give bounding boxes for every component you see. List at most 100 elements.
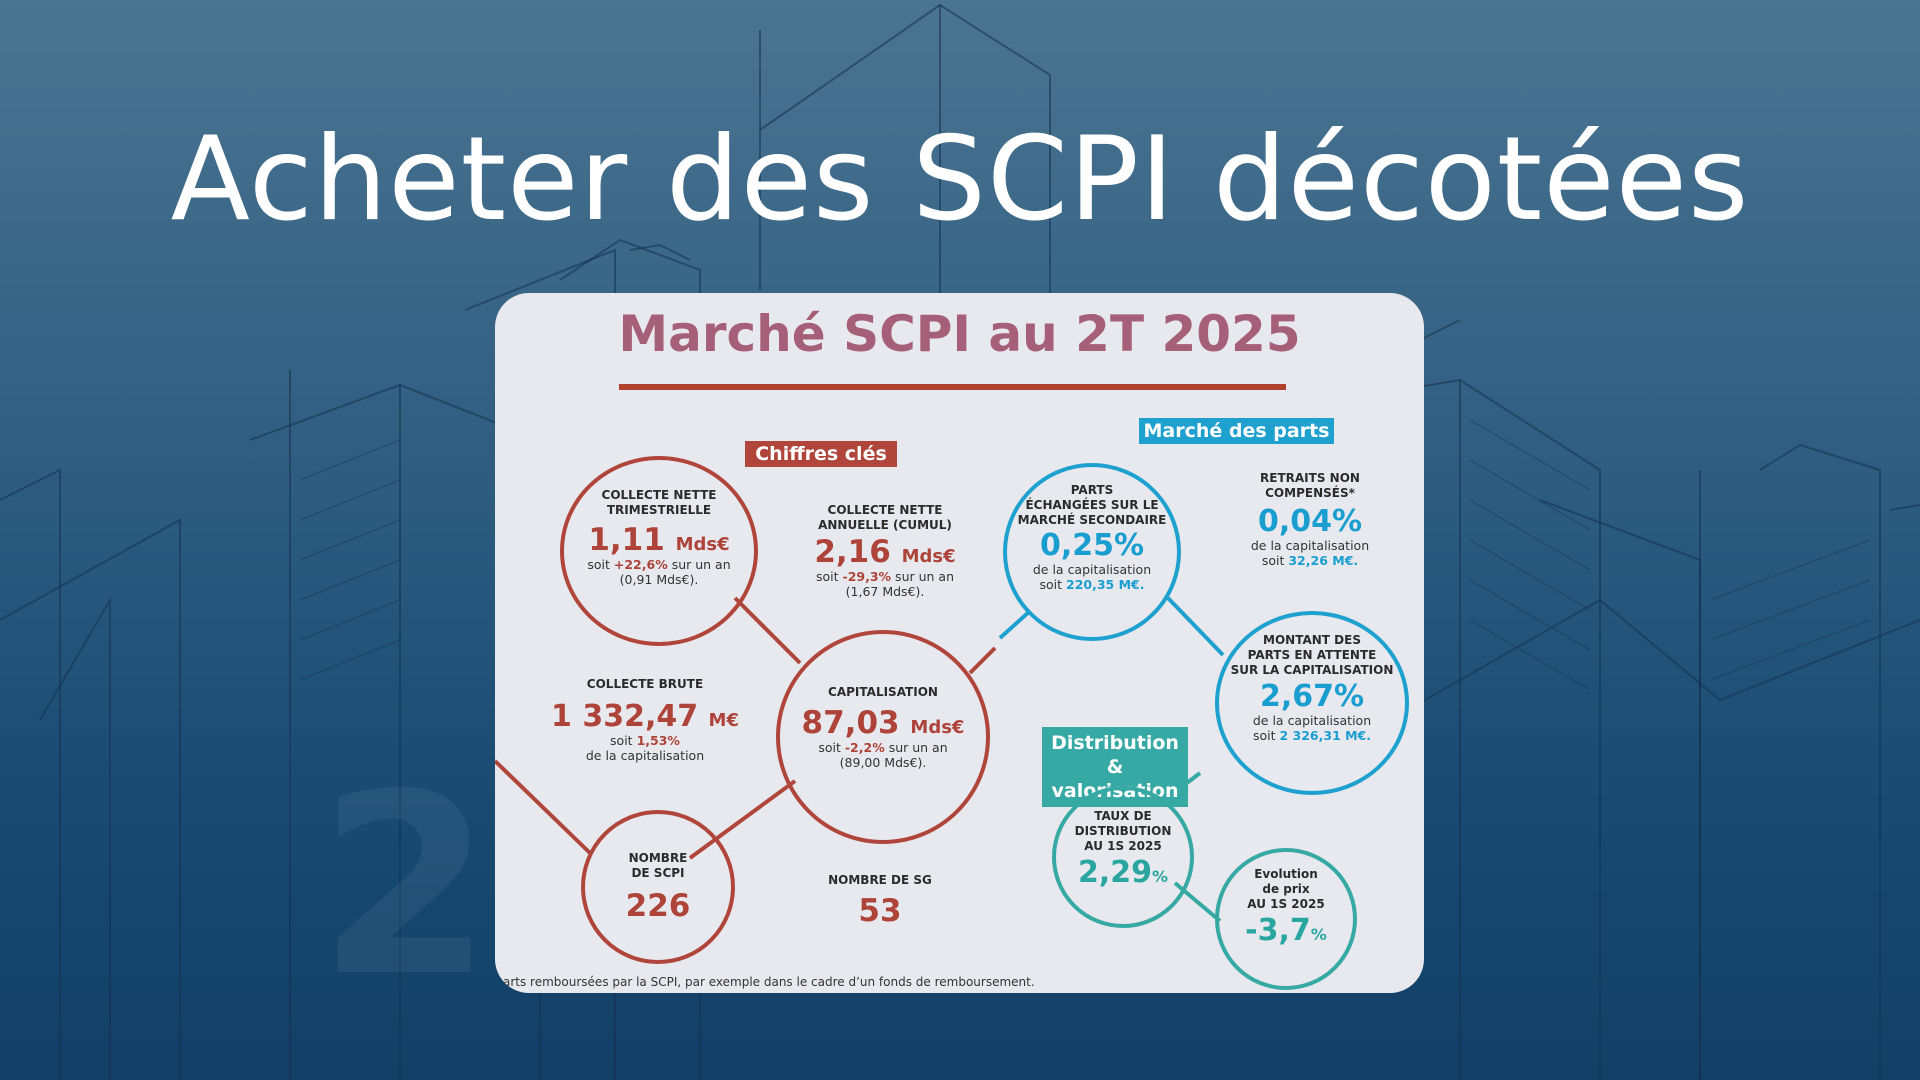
note-collecte-brute: soit 1,53% de la capitalisation [540,733,750,763]
value-collecte-brute: 1 332,47 M€ [540,700,750,733]
label-line: Evolution [1254,867,1318,881]
tag-marche-des-parts: Marché des parts [1139,418,1334,444]
note-parts-attente: de la capitalisation soit 2 326,31 M€. [1215,713,1409,743]
label-parts-attente: MONTANT DES PARTS EN ATTENTE SUR LA CAPI… [1215,633,1409,678]
label-line: PARTS [1070,483,1114,497]
value-unit: Mds€ [910,717,965,738]
value-unit: M€ [708,710,739,731]
label-line: DISTRIBUTION [1074,824,1172,838]
value-taux-distribution: 2,29% [1052,856,1194,889]
label-line: MARCHÉ SECONDAIRE [1017,513,1167,527]
label-retraits: RETRAITS NON COMPENSÉS* [1225,471,1395,501]
value-evolution-prix: -3,7% [1215,914,1357,947]
infographic-title: Marché SCPI au 2T 2025 [618,305,1301,363]
value-retraits: 0,04% [1257,504,1363,539]
infographic-card: Marché SCPI au 2T 2025 Chiffres clés Mar… [495,293,1424,993]
value-collecte-trimestrielle: 1,11 Mds€ [563,523,755,557]
value-nombre-sg: 53 [858,893,902,929]
label-line: MONTANT DES [1263,633,1361,647]
circle-parts-echangees [1003,463,1181,641]
label-line: COLLECTE NETTE [827,503,943,517]
note-line: de la capitalisation [1250,538,1370,553]
note-line: de la capitalisation [1252,713,1372,728]
note-prefix: soit [610,733,637,748]
note-line: (0,91 Mds€). [619,572,699,588]
note-value: 220,35 M€. [1066,577,1145,592]
label-line: COLLECTE NETTE [601,488,717,502]
note-value: -29,3% [842,569,892,585]
label-collecte-annuelle: COLLECTE NETTE ANNUELLE (CUMUL) [785,503,985,533]
circle-collecte-trimestrielle [560,456,758,646]
label-line: DE SCPI [631,866,685,880]
note-value: 2 326,31 M€. [1279,728,1372,743]
circle-taux-distribution [1052,786,1194,928]
stat-parts-echangees: PARTS ÉCHANGÉES SUR LE MARCHÉ SECONDAIRE… [1003,483,1181,592]
stat-evolution-prix: Evolution de prix AU 1S 2025 -3,7% [1215,867,1357,947]
note-collecte-annuelle: soit -29,3% sur un an (1,67 Mds€). [785,569,985,599]
label-capitalisation: CAPITALISATION [828,685,938,699]
footnote: arts remboursées par la SCPI, par exempl… [503,975,1035,989]
note-value: 1,53% [636,733,680,748]
value-unit: Mds€ [675,534,730,555]
note-line: (1,67 Mds€). [845,584,925,600]
value-nombre-scpi: 226 [625,888,691,924]
title-underline [619,384,1286,390]
value-collecte-annuelle: 2,16 Mds€ [785,535,985,569]
note-prefix: soit [818,740,845,756]
label-nombre-scpi: NOMBRE DE SCPI [581,851,735,881]
label-line: PARTS EN ATTENTE [1247,648,1377,662]
note-line: de la capitalisation [585,748,705,763]
note-suffix: sur un an [884,740,948,756]
page-title: Acheter des SCPI décotées [170,112,1750,247]
value-unit: Mds€ [901,546,956,567]
label-line: TAUX DE [1094,809,1152,823]
circle-nombre-scpi [581,810,735,964]
tag-distribution-line1: Distribution [1051,732,1179,754]
stat-collecte-brute: COLLECTE BRUTE 1 332,47 M€ soit 1,53% de… [540,677,750,763]
circle-evolution-prix [1215,848,1357,990]
stat-capitalisation: CAPITALISATION 87,03 Mds€ soit -2,2% sur… [780,685,986,770]
label-line: de prix [1262,882,1310,896]
value-parts-echangees: 0,25% [1039,528,1145,563]
note-prefix: soit [816,569,843,585]
label-collecte-brute: COLLECTE BRUTE [586,677,704,691]
label-line: ÉCHANGÉES SUR LE [1025,498,1159,512]
note-suffix: sur un an [667,557,731,573]
value-parts-attente: 2,67% [1259,679,1365,714]
stat-collecte-annuelle: COLLECTE NETTE ANNUELLE (CUMUL) 2,16 Mds… [785,503,985,599]
note-line: de la capitalisation [1032,562,1152,577]
value-number: 1,11 [588,522,665,558]
note-prefix: soit [1261,553,1289,568]
stat-parts-attente: MONTANT DES PARTS EN ATTENTE SUR LA CAPI… [1215,633,1409,743]
note-parts-echangees: de la capitalisation soit 220,35 M€. [1003,562,1181,592]
value-unit: % [1152,867,1169,886]
label-line: TRIMESTRIELLE [606,503,712,517]
stat-retraits: RETRAITS NON COMPENSÉS* 0,04% de la capi… [1225,471,1395,568]
note-line: (89,00 Mds€). [839,755,927,771]
stat-collecte-trimestrielle: COLLECTE NETTE TRIMESTRIELLE 1,11 Mds€ s… [563,488,755,587]
label-nombre-sg: NOMBRE DE SG [828,873,932,887]
value-number: 2,29 [1077,855,1152,890]
label-parts-echangees: PARTS ÉCHANGÉES SUR LE MARCHÉ SECONDAIRE [1003,483,1181,528]
value-number: 2,16 [814,534,891,570]
tag-chiffres-cles: Chiffres clés [745,441,897,467]
label-line: AU 1S 2025 [1084,839,1162,853]
note-value: -2,2% [844,740,885,756]
note-capitalisation: soit -2,2% sur un an (89,00 Mds€). [780,740,986,770]
stat-nombre-sg: NOMBRE DE SG 53 [795,873,965,928]
label-line: ANNUELLE (CUMUL) [818,518,952,532]
label-taux-distribution: TAUX DE DISTRIBUTION AU 1S 2025 [1052,809,1194,854]
note-collecte-trimestrielle: soit +22,6% sur un an (0,91 Mds€). [563,557,755,587]
label-line: RETRAITS NON [1260,471,1360,485]
value-capitalisation: 87,03 Mds€ [780,706,986,740]
note-prefix: soit [1039,577,1067,592]
stat-nombre-scpi: NOMBRE DE SCPI 226 [581,851,735,923]
circle-parts-attente [1215,611,1409,795]
label-line: COMPENSÉS* [1265,486,1355,500]
label-evolution-prix: Evolution de prix AU 1S 2025 [1215,867,1357,912]
label-line: AU 1S 2025 [1247,897,1325,911]
stat-taux-distribution: TAUX DE DISTRIBUTION AU 1S 2025 2,29% [1052,809,1194,889]
note-retraits: de la capitalisation soit 32,26 M€. [1225,538,1395,568]
label-collecte-trimestrielle: COLLECTE NETTE TRIMESTRIELLE [563,488,755,518]
